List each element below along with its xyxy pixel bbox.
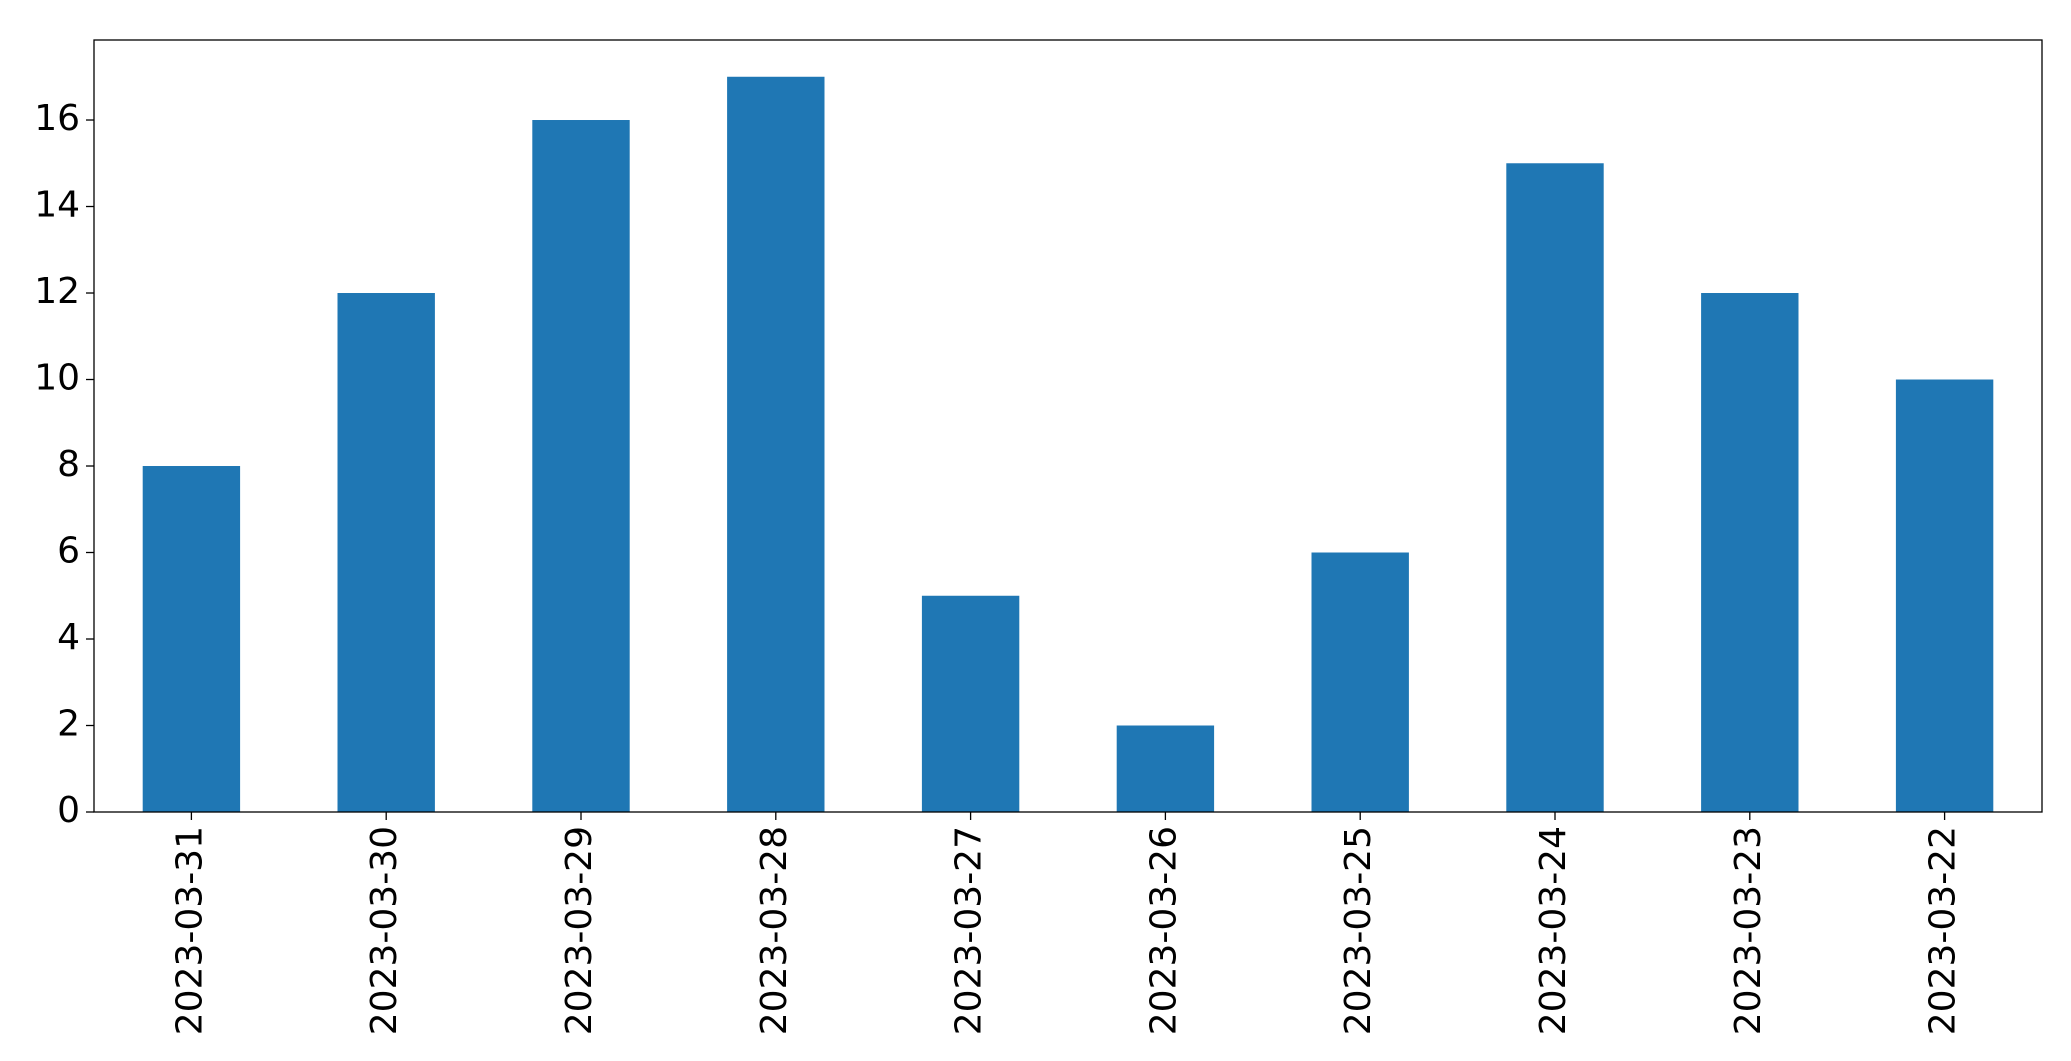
x-tick-label: 2023-03-29	[559, 826, 600, 1035]
bar	[1895, 379, 1994, 812]
bar	[337, 293, 435, 812]
x-tick-label: 2023-03-31	[169, 826, 210, 1035]
bar	[1116, 725, 1215, 812]
y-tick-label: 14	[34, 185, 80, 226]
y-tick-label: 6	[57, 531, 80, 572]
y-tick-label: 4	[57, 617, 80, 658]
x-tick-label: 2023-03-22	[1923, 826, 1964, 1035]
x-tick-label: 2023-03-23	[1728, 826, 1769, 1035]
bar	[142, 466, 241, 812]
x-tick-label: 2023-03-30	[364, 826, 405, 1035]
x-tick-label: 2023-03-28	[754, 826, 795, 1035]
y-tick-label: 10	[34, 358, 80, 399]
x-tick-label: 2023-03-24	[1533, 826, 1574, 1035]
bar	[1506, 163, 1604, 812]
y-tick-label: 0	[57, 790, 80, 831]
y-tick-label: 16	[34, 98, 80, 139]
x-tick-label: 2023-03-26	[1143, 826, 1184, 1035]
bar	[1311, 552, 1409, 812]
plot-frame	[93, 39, 2043, 813]
bar	[921, 595, 1020, 812]
y-tick-label: 2	[57, 704, 80, 745]
bar	[727, 76, 825, 812]
y-tick-label: 8	[57, 444, 80, 485]
y-tick-label: 12	[34, 271, 80, 312]
bar	[532, 120, 630, 812]
x-tick-label: 2023-03-25	[1338, 826, 1379, 1035]
x-tick-label: 2023-03-27	[949, 826, 990, 1035]
bar	[1701, 293, 1799, 812]
